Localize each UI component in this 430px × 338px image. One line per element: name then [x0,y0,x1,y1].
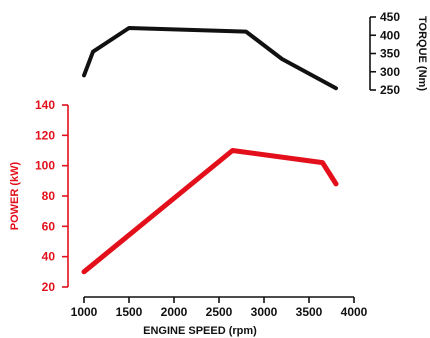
y-tick-label: 400 [380,28,400,42]
y-tick-label: 450 [380,10,400,24]
y-tick-label: 100 [35,159,55,173]
x-tick-label: 1500 [116,305,143,319]
x-tick-label: 4000 [341,305,368,319]
y-tick-label: 350 [380,47,400,61]
y-tick-label: 120 [35,128,55,142]
y-tick-label: 300 [380,65,400,79]
y-axis-title-left: POWER (kW) [9,161,21,230]
y-tick-label: 20 [42,280,56,294]
y-tick-label: 60 [42,219,56,233]
x-tick-label: 3000 [251,305,278,319]
x-axis-title: ENGINE SPEED (rpm) [143,325,257,337]
x-tick-label: 2500 [206,305,233,319]
y-tick-label: 140 [35,98,55,112]
power-panel: 20 40 60 80 100 120 140 POWER (kW) [9,98,339,294]
torque-series-line [82,26,338,91]
x-tick-label: 2000 [161,305,188,319]
torque-panel: 250 300 350 400 450 TORQUE (Nm) [82,10,428,97]
power-series-line [81,148,339,275]
y-tick-label: 80 [42,189,56,203]
y-tick-label: 250 [380,83,400,97]
x-tick-label: 3500 [296,305,323,319]
x-tick-label: 1000 [71,305,98,319]
x-axis: 1000 1500 2000 2500 3000 3500 4000 [71,296,368,319]
y-axis-title-right: TORQUE (Nm) [416,16,428,91]
y-tick-label: 40 [42,250,56,264]
